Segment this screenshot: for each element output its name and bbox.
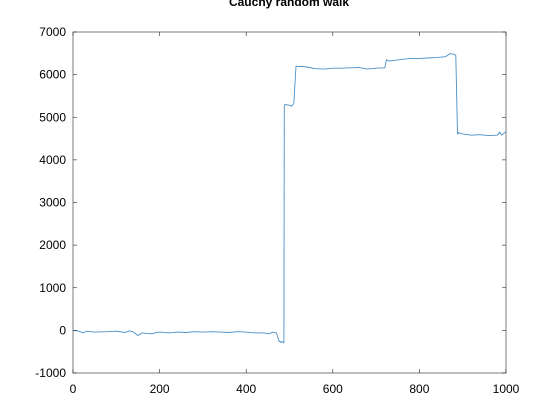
y-tick-label: 2000 <box>39 238 66 252</box>
x-tick-label: 1000 <box>493 382 520 396</box>
y-tick-label: 1000 <box>39 281 66 295</box>
y-tick-label: 6000 <box>39 68 66 82</box>
y-tick-label: 7000 <box>39 25 66 39</box>
chart-title: Cauchy random walk <box>229 0 349 9</box>
axis-ticks-group: 0 200 400 600 800 1000 -1000 0 1000 2000 3000 4000 5… <box>35 25 519 396</box>
y-tick-label: 0 <box>59 323 66 337</box>
y-tick-label: -1000 <box>35 366 66 380</box>
x-tick-label: 0 <box>70 382 77 396</box>
x-tick-label: 400 <box>236 382 256 396</box>
x-tick-label: 200 <box>150 382 170 396</box>
series-line-group <box>72 53 507 344</box>
plot-frame <box>72 31 507 374</box>
x-tick-label: 600 <box>323 382 343 396</box>
y-tick-label: 4000 <box>39 153 66 167</box>
y-tick-label: 5000 <box>39 110 66 124</box>
series-line <box>72 53 507 344</box>
y-tick-label: 3000 <box>39 196 66 210</box>
x-tick-label: 800 <box>409 382 429 396</box>
plot-frame-group <box>72 31 507 374</box>
